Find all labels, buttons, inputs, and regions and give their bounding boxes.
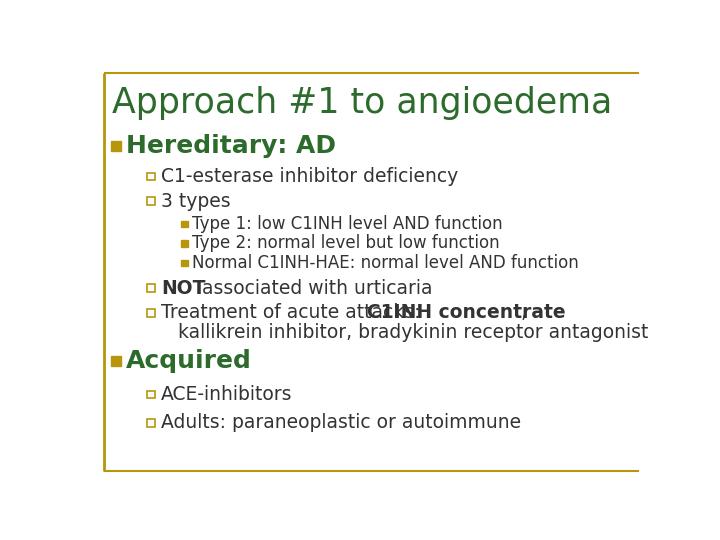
Text: C1INH concentrate: C1INH concentrate	[367, 303, 566, 322]
FancyBboxPatch shape	[181, 240, 188, 247]
Text: kallikrein inhibitor, bradykinin receptor antagonist: kallikrein inhibitor, bradykinin recepto…	[179, 323, 649, 342]
Text: Normal C1INH-HAE: normal level AND function: Normal C1INH-HAE: normal level AND funct…	[192, 254, 579, 272]
Text: Treatment of acute attacks:: Treatment of acute attacks:	[161, 303, 427, 322]
FancyBboxPatch shape	[112, 356, 122, 366]
Text: ,: ,	[521, 303, 527, 322]
Text: Acquired: Acquired	[126, 349, 251, 373]
FancyBboxPatch shape	[148, 390, 155, 398]
FancyBboxPatch shape	[148, 309, 155, 316]
FancyBboxPatch shape	[181, 221, 188, 227]
Text: 3 types: 3 types	[161, 192, 231, 211]
FancyBboxPatch shape	[112, 140, 122, 151]
Text: NOT: NOT	[161, 279, 206, 298]
FancyBboxPatch shape	[148, 173, 155, 180]
FancyBboxPatch shape	[148, 197, 155, 205]
FancyBboxPatch shape	[148, 419, 155, 427]
Text: C1-esterase inhibitor deficiency: C1-esterase inhibitor deficiency	[161, 167, 459, 186]
Text: Adults: paraneoplastic or autoimmune: Adults: paraneoplastic or autoimmune	[161, 413, 521, 433]
Text: Hereditary: AD: Hereditary: AD	[126, 134, 336, 158]
Text: Type 2: normal level but low function: Type 2: normal level but low function	[192, 234, 500, 252]
FancyBboxPatch shape	[181, 260, 188, 266]
Text: associated with urticaria: associated with urticaria	[196, 279, 432, 298]
Text: ACE-inhibitors: ACE-inhibitors	[161, 385, 293, 404]
Text: Approach #1 to angioedema: Approach #1 to angioedema	[112, 86, 612, 120]
Text: Type 1: low C1INH level AND function: Type 1: low C1INH level AND function	[192, 215, 503, 233]
FancyBboxPatch shape	[148, 284, 155, 292]
